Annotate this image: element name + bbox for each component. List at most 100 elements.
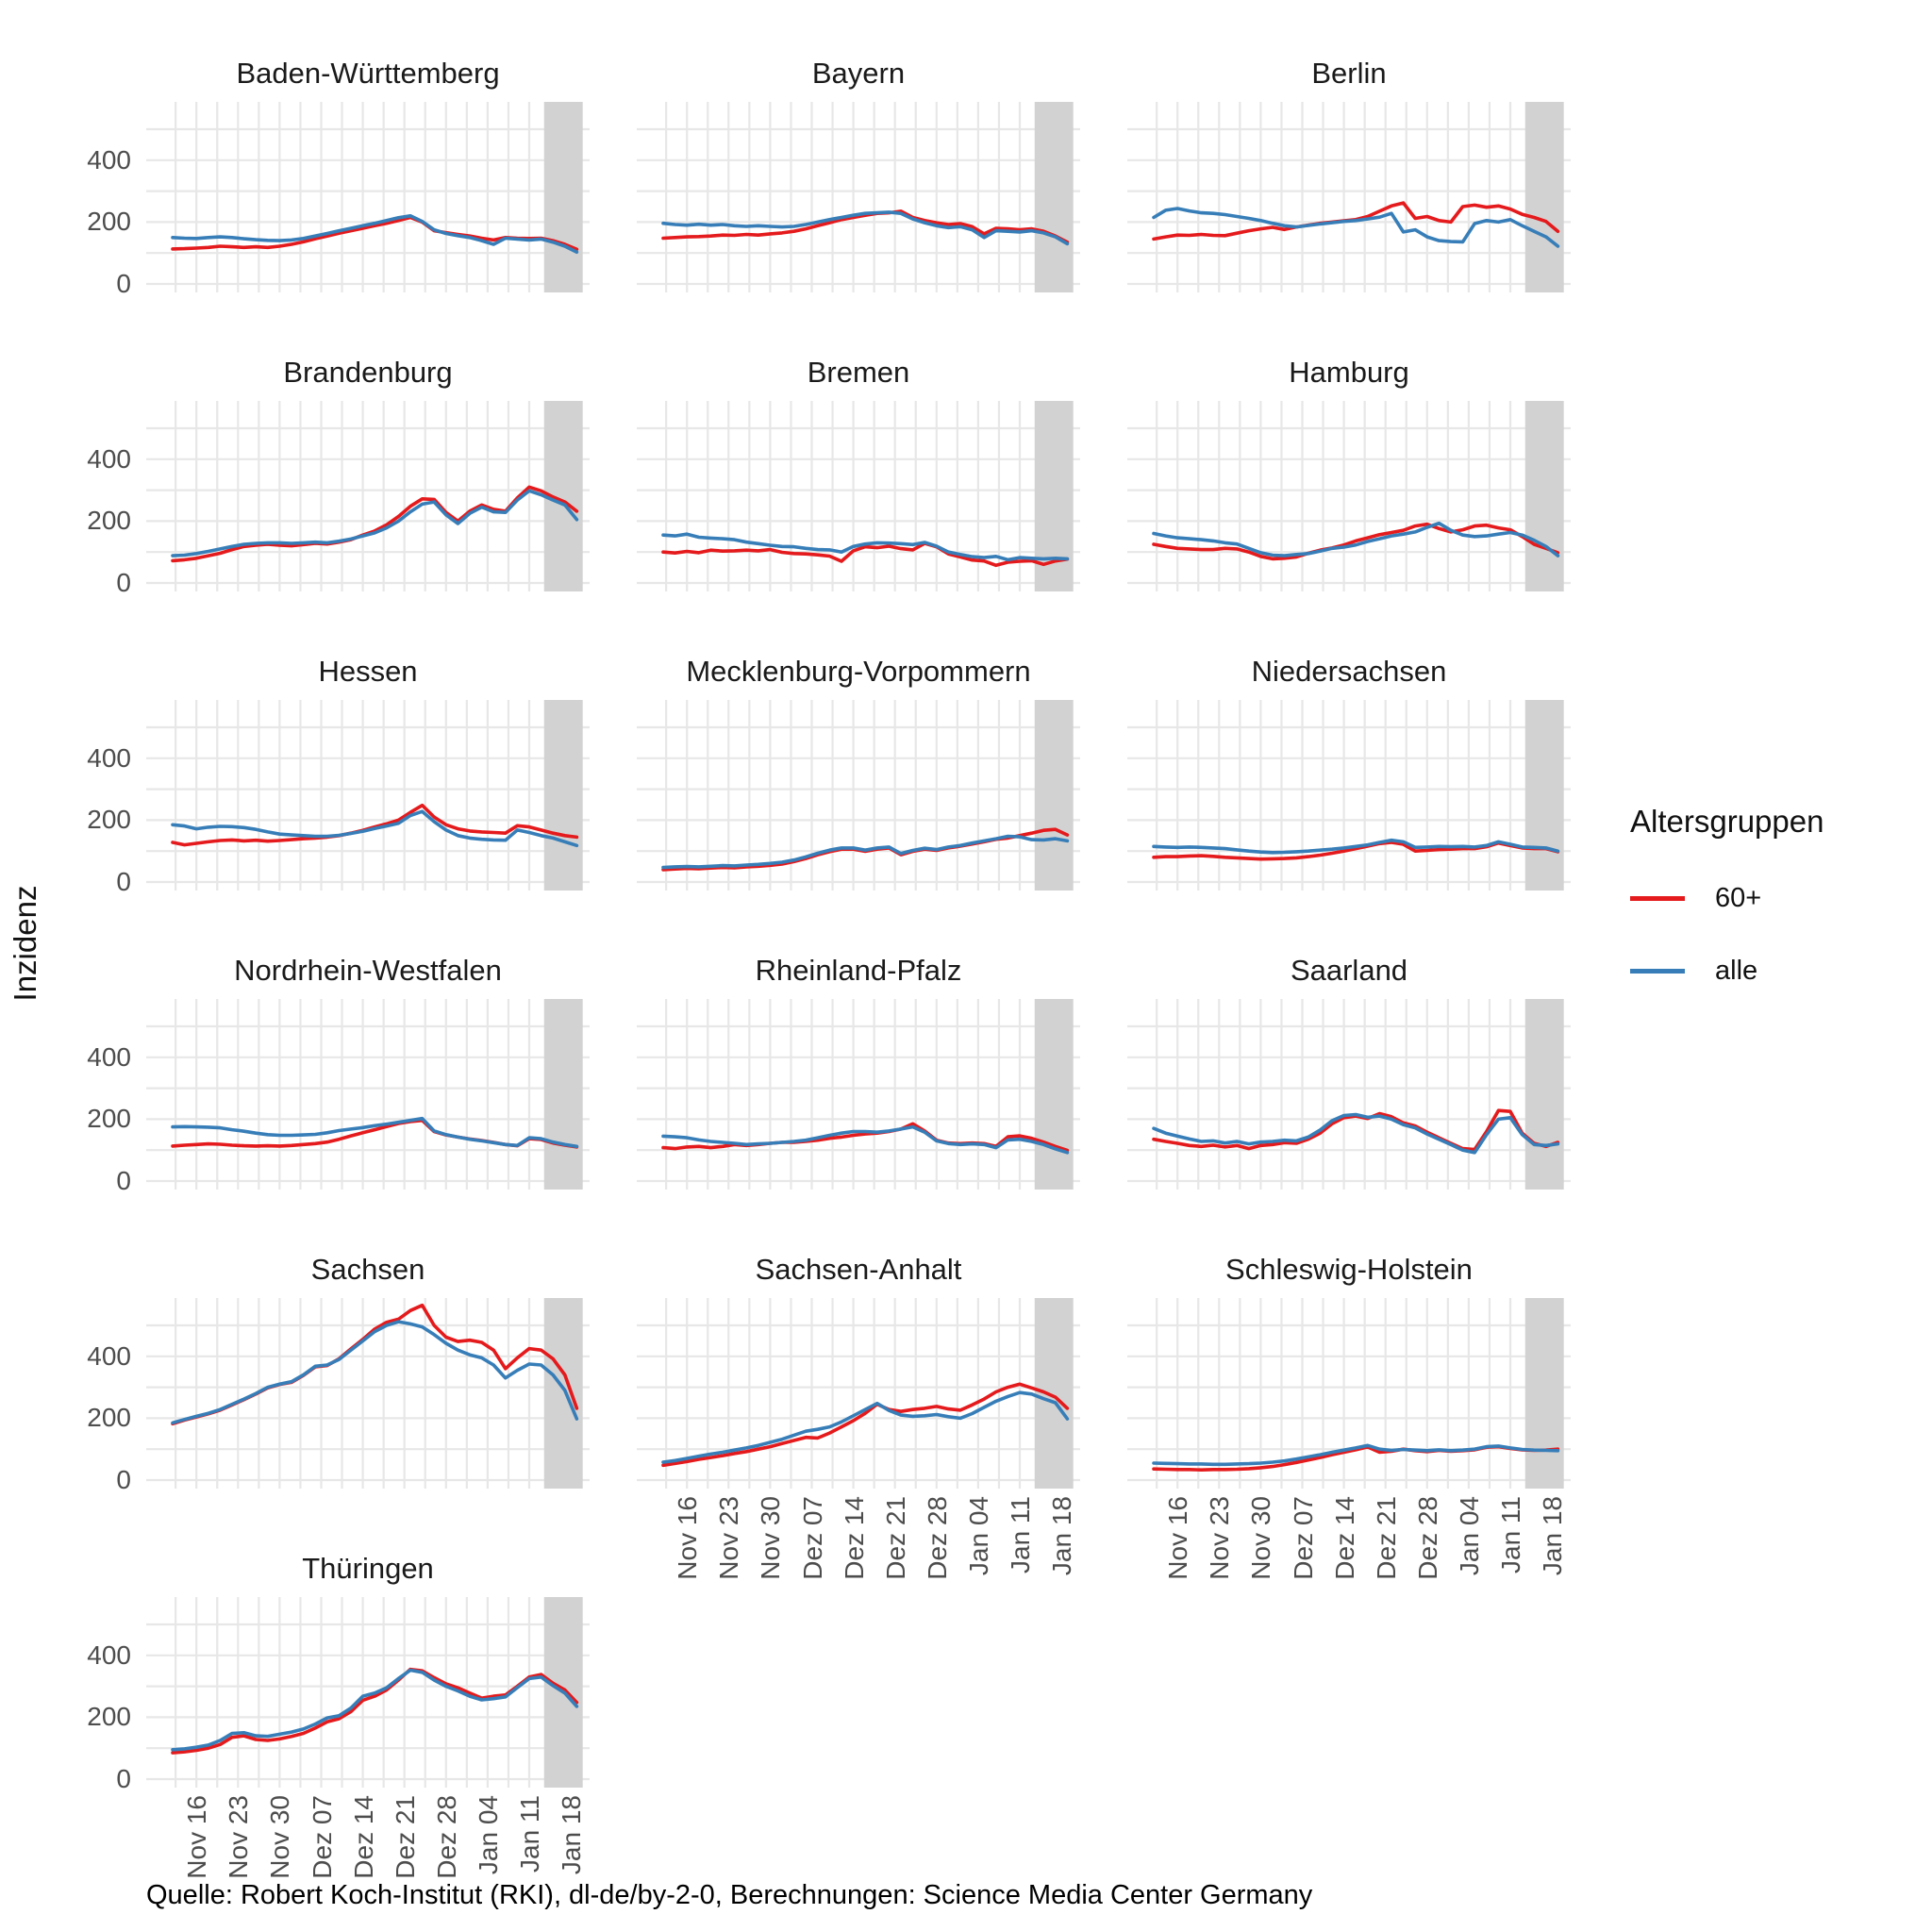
line-60plus	[171, 485, 579, 563]
y-tick-label: 0	[116, 568, 131, 597]
incomplete-data-band	[1524, 102, 1564, 292]
line-alle	[171, 809, 579, 848]
incomplete-data-band	[543, 700, 583, 891]
x-tick-label: Jan 04	[1454, 1496, 1484, 1576]
line-alle	[661, 1124, 1070, 1155]
y-tick-label: 200	[87, 1104, 131, 1134]
x-tick-label: Nov 16	[182, 1795, 212, 1879]
facet-title: Thüringen	[302, 1552, 434, 1585]
line-alle	[1152, 207, 1560, 248]
incomplete-data-band	[1524, 401, 1564, 591]
facet-panel	[146, 999, 590, 1190]
y-tick-label: 400	[87, 1340, 131, 1371]
facet-title: Saarland	[1290, 954, 1408, 987]
legend-item-alle: alle	[1630, 956, 1913, 987]
facet-title: Mecklenburg-Vorpommern	[686, 655, 1031, 688]
y-tick-label: 0	[116, 269, 131, 298]
x-tick-label: Dez 28	[922, 1496, 952, 1580]
y-tick-label: 200	[87, 1702, 131, 1732]
facet-panel	[146, 401, 590, 591]
legend-label: 60+	[1715, 883, 1762, 913]
x-tick-label: Nov 30	[1246, 1496, 1276, 1580]
line-alle	[661, 210, 1070, 246]
x-tick-label: Jan 11	[515, 1795, 544, 1873]
incomplete-data-band	[1034, 1298, 1074, 1489]
facet-title: Baden-Württemberg	[236, 57, 500, 90]
facet-title: Berlin	[1311, 57, 1387, 90]
y-tick-label: 200	[87, 506, 131, 536]
facet-title: Bremen	[807, 356, 910, 389]
incomplete-data-band	[1034, 700, 1074, 891]
incomplete-data-band	[1034, 102, 1074, 292]
line-alle	[1152, 521, 1560, 558]
line-alle	[661, 1390, 1070, 1464]
line-alle	[1152, 838, 1560, 855]
line-60plus	[661, 1122, 1070, 1153]
y-tick-label: 200	[87, 207, 131, 237]
x-tick-label: Dez 28	[1412, 1496, 1442, 1580]
x-tick-label: Jan 04	[963, 1496, 993, 1576]
line-alle	[661, 532, 1070, 562]
facet-panel	[1127, 700, 1571, 891]
y-tick-label: 0	[116, 867, 131, 896]
line-60plus	[661, 1382, 1070, 1468]
line-60plus	[661, 209, 1070, 244]
legend: Altersgruppen 60+ alle	[1630, 804, 1913, 1028]
line-alle	[1152, 1112, 1560, 1155]
line-alle	[171, 1668, 579, 1752]
facet-panel	[146, 1597, 590, 1788]
legend-title: Altersgruppen	[1630, 804, 1824, 839]
y-tick-label: 200	[87, 805, 131, 835]
incomplete-data-band	[1524, 1298, 1564, 1489]
facet-panel	[637, 102, 1080, 292]
facet-panel	[146, 700, 590, 891]
facet-panel	[637, 700, 1080, 891]
facet-panel	[1127, 401, 1571, 591]
incomplete-data-band	[1524, 999, 1564, 1190]
facet-title: Sachsen-Anhalt	[755, 1253, 962, 1286]
facet-title: Hamburg	[1289, 356, 1409, 389]
line-alle	[661, 834, 1070, 870]
legend-item-60plus: 60+	[1630, 883, 1913, 914]
line-alle	[171, 489, 579, 558]
facet-title: Nordrhein-Westfalen	[234, 954, 502, 987]
line-60plus	[1152, 522, 1560, 561]
x-tick-label: Nov 23	[224, 1795, 254, 1879]
x-tick-label: Jan 18	[1538, 1496, 1568, 1576]
x-tick-label: Dez 21	[880, 1496, 910, 1580]
incomplete-data-band	[543, 999, 583, 1190]
facet-title: Brandenburg	[283, 356, 453, 389]
line-alle	[1152, 1443, 1560, 1467]
facet-panel	[146, 1298, 590, 1489]
facet-panel	[1127, 999, 1571, 1190]
x-tick-label: Nov 23	[714, 1496, 744, 1580]
y-axis-title: Inzidenz	[8, 885, 42, 1002]
x-tick-label: Nov 16	[1163, 1496, 1193, 1580]
facet-title: Bayern	[811, 57, 906, 90]
y-tick-label: 0	[116, 1166, 131, 1195]
facet-title: Hessen	[318, 655, 418, 688]
incomplete-data-band	[543, 1298, 583, 1489]
y-tick-label: 400	[87, 1041, 131, 1072]
facet-panel	[1127, 102, 1571, 292]
x-tick-label: Jan 11	[1496, 1496, 1525, 1573]
x-tick-label: Dez 14	[839, 1496, 869, 1580]
y-tick-label: 0	[116, 1764, 131, 1793]
y-tick-label: 200	[87, 1403, 131, 1433]
incomplete-data-band	[1524, 700, 1564, 891]
x-tick-label: Dez 28	[431, 1795, 461, 1879]
y-tick-label: 400	[87, 443, 131, 474]
y-tick-label: 400	[87, 144, 131, 175]
facet-panel	[1127, 1298, 1571, 1489]
x-tick-label: Dez 14	[348, 1795, 378, 1879]
x-tick-label: Jan 18	[1047, 1496, 1077, 1576]
x-tick-label: Nov 16	[673, 1496, 703, 1580]
x-tick-label: Nov 30	[756, 1496, 786, 1580]
facet-panel	[637, 1298, 1080, 1489]
line-60plus	[1152, 1108, 1560, 1152]
line-alle	[171, 1116, 579, 1149]
incomplete-data-band	[543, 102, 583, 292]
y-tick-label: 400	[87, 742, 131, 773]
x-tick-label: Jan 18	[557, 1795, 587, 1875]
